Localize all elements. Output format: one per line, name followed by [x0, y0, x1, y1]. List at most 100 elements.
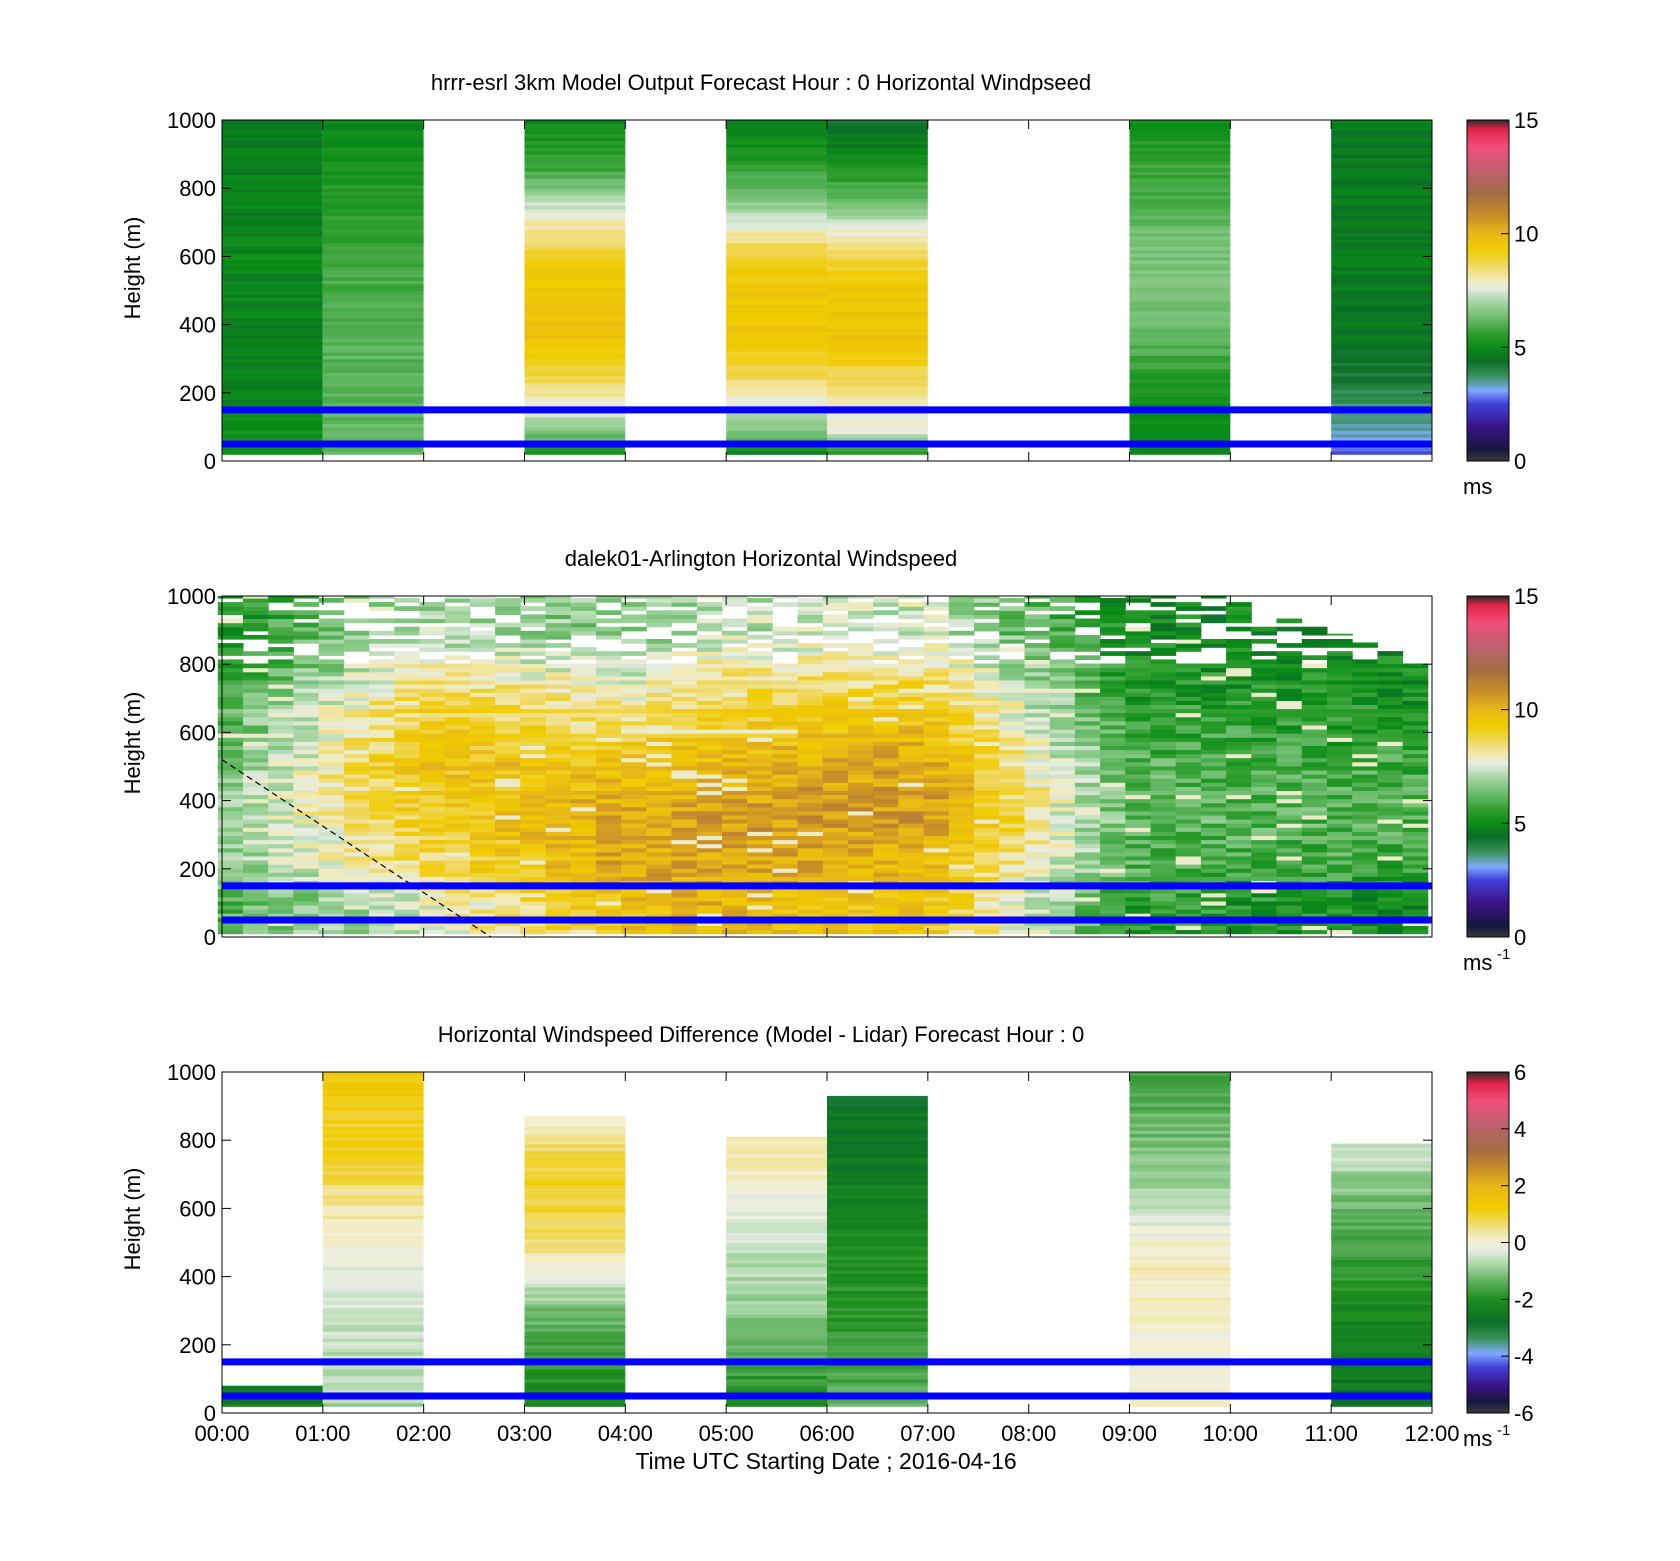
heatmap-cell [520, 810, 546, 816]
heatmap-cell [671, 851, 698, 857]
heatmap-cell [696, 798, 723, 804]
heatmap-cell [545, 827, 572, 832]
heatmap-cell [1024, 798, 1051, 804]
heatmap-cell [222, 331, 323, 336]
heatmap-cell [1100, 614, 1126, 620]
heatmap-cell [696, 794, 723, 800]
heatmap-cell [1129, 1191, 1231, 1196]
heatmap-cell [595, 864, 622, 869]
heatmap-cell [1327, 909, 1353, 914]
heatmap-cell [1327, 819, 1353, 824]
heatmap-cell [293, 814, 320, 820]
heatmap-cell [1352, 864, 1378, 869]
heatmap-cell [1402, 724, 1429, 730]
heatmap-cell [621, 737, 647, 742]
heatmap-cell [1175, 602, 1202, 607]
heatmap-cell [1125, 892, 1151, 898]
heatmap-cell [243, 798, 269, 804]
heatmap-cell [343, 929, 370, 935]
heatmap-cell [1331, 205, 1432, 210]
heatmap-cell [696, 606, 723, 611]
heatmap-cell [243, 692, 269, 697]
heatmap-cell [222, 368, 323, 373]
heatmap-cell [1074, 643, 1101, 648]
heatmap-cell [822, 688, 849, 693]
heatmap-cell [419, 733, 446, 738]
heatmap-cell [797, 925, 824, 931]
heatmap-cell [545, 733, 572, 738]
heatmap-cell [873, 802, 899, 808]
heatmap-cell [495, 904, 521, 910]
heatmap-cell [595, 909, 622, 914]
heatmap-cell [822, 679, 849, 685]
heatmap-cell [1049, 904, 1076, 910]
heatmap-cell [524, 218, 626, 223]
heatmap-cell [1175, 896, 1202, 902]
heatmap-cell [343, 618, 370, 624]
heatmap-cell [222, 154, 323, 159]
heatmap-cell [827, 341, 928, 346]
heatmap-cell [999, 614, 1025, 620]
heatmap-cell [595, 712, 622, 718]
heatmap-cell [343, 790, 370, 796]
heatmap-cell [1125, 839, 1151, 845]
heatmap-cell [243, 909, 269, 914]
heatmap-cell [268, 769, 294, 775]
heatmap-cell [524, 232, 626, 237]
heatmap-cell [524, 1303, 626, 1308]
heatmap-cell [1226, 904, 1252, 910]
heatmap-cell [570, 733, 597, 738]
heatmap-cell [524, 1164, 626, 1169]
heatmap-cell [322, 188, 424, 193]
heatmap-cell [217, 859, 244, 865]
heatmap-cell [1100, 839, 1126, 845]
heatmap-cell [1352, 798, 1378, 804]
heatmap-cell [726, 1375, 827, 1380]
heatmap-cell [772, 925, 799, 931]
heatmap-cell [747, 823, 773, 828]
heatmap-cell [444, 749, 471, 755]
heatmap-cell [827, 270, 928, 274]
heatmap-cell [923, 651, 950, 656]
heatmap-cell [545, 696, 572, 701]
heatmap-cell [726, 1170, 827, 1175]
heatmap-cell [827, 1303, 928, 1308]
heatmap-cell [1251, 827, 1277, 832]
heatmap-cell [726, 188, 827, 193]
heatmap-cell [621, 921, 647, 926]
heatmap-cell [726, 1344, 827, 1349]
heatmap-cell [898, 724, 925, 730]
heatmap-cell [570, 925, 597, 931]
heatmap-cell [268, 859, 294, 865]
heatmap-cell [898, 909, 925, 914]
heatmap-cell [1024, 606, 1051, 611]
heatmap-cell [747, 634, 773, 640]
heatmap-cell [722, 737, 748, 742]
heatmap-cell [419, 851, 446, 857]
heatmap-cell [1024, 839, 1051, 845]
heatmap-cell [999, 814, 1025, 820]
heatmap-cell [772, 839, 799, 845]
heatmap-cell [1150, 782, 1177, 787]
heatmap-cell [722, 639, 748, 644]
heatmap-cell [369, 790, 395, 796]
heatmap-cell [520, 741, 546, 746]
heatmap-cell [1301, 876, 1328, 881]
heatmap-cell [520, 774, 546, 779]
heatmap-cell [827, 1174, 928, 1179]
heatmap-cell [343, 778, 370, 783]
heatmap-cell [1352, 753, 1378, 759]
heatmap-cell [848, 737, 874, 742]
heatmap-cell [1331, 218, 1432, 223]
heatmap-cell [394, 904, 420, 910]
heatmap-cell [974, 859, 1000, 865]
heatmap-cell [293, 847, 320, 853]
heatmap-cell [545, 626, 572, 632]
heatmap-cell [268, 790, 294, 796]
heatmap-cell [444, 896, 471, 902]
heatmap-cell [1276, 831, 1303, 836]
heatmap-cell [217, 618, 244, 624]
heatmap-cell [822, 716, 849, 722]
heatmap-cell [1129, 133, 1231, 138]
heatmap-cell [621, 872, 647, 877]
